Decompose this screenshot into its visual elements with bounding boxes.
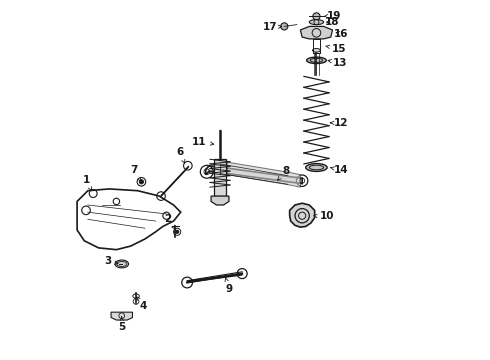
Ellipse shape [307, 57, 326, 64]
Text: 16: 16 [334, 28, 348, 39]
Text: 12: 12 [330, 118, 348, 128]
Text: 19: 19 [324, 11, 342, 21]
Text: 2: 2 [165, 214, 175, 229]
Polygon shape [227, 162, 300, 187]
Text: 14: 14 [331, 165, 348, 175]
Text: 15: 15 [326, 44, 346, 54]
Polygon shape [211, 196, 229, 205]
Text: 13: 13 [328, 58, 347, 68]
Ellipse shape [115, 260, 128, 268]
Circle shape [281, 23, 288, 30]
Circle shape [139, 180, 144, 184]
Text: 9: 9 [225, 278, 232, 294]
Circle shape [175, 230, 179, 234]
Text: 3: 3 [104, 256, 118, 266]
Text: 7: 7 [130, 165, 141, 181]
Ellipse shape [313, 49, 320, 52]
Ellipse shape [306, 163, 327, 171]
Text: 11: 11 [192, 137, 214, 147]
Text: 17: 17 [263, 22, 282, 32]
Text: 8: 8 [278, 166, 290, 180]
Circle shape [313, 13, 320, 20]
Text: 18: 18 [325, 17, 340, 27]
Ellipse shape [309, 19, 323, 24]
Polygon shape [300, 26, 333, 39]
Polygon shape [290, 203, 315, 227]
Text: 6: 6 [176, 147, 185, 163]
Polygon shape [214, 158, 226, 196]
Text: 10: 10 [314, 211, 334, 221]
Polygon shape [111, 312, 132, 320]
Text: 1: 1 [82, 175, 92, 190]
Polygon shape [206, 166, 302, 184]
Text: 5: 5 [118, 316, 125, 332]
Text: 4: 4 [137, 297, 147, 311]
